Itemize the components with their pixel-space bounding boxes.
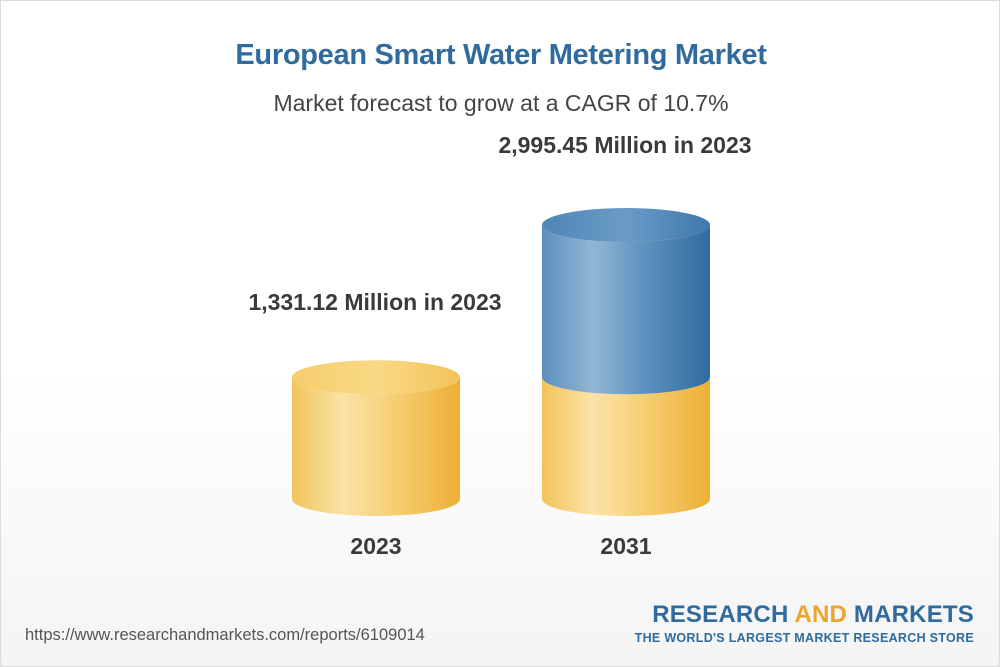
- bar-base-segment-2031: [542, 377, 710, 516]
- source-url[interactable]: https://www.researchandmarkets.com/repor…: [25, 626, 425, 644]
- brand-logo: RESEARCH AND MARKETS THE WORLD'S LARGEST…: [635, 601, 974, 645]
- bar-growth-segment-2031: [542, 225, 710, 395]
- brand-name: RESEARCH AND MARKETS: [652, 601, 974, 628]
- bar-top-2023: [292, 360, 460, 395]
- brand-tagline: THE WORLD'S LARGEST MARKET RESEARCH STOR…: [634, 631, 974, 645]
- value-label-2023: 1,331.12 Million in 2023: [248, 289, 502, 315]
- bar-top-2031: [542, 208, 710, 242]
- chart-title: European Smart Water Metering Market: [235, 39, 767, 71]
- chart-subtitle: Market forecast to grow at a CAGR of 10.…: [273, 90, 729, 116]
- category-label-2023: 2023: [350, 533, 402, 559]
- bar-body-2023: [292, 377, 460, 516]
- category-label-2031: 2031: [600, 533, 652, 559]
- value-label-2031: 2,995.45 Million in 2023: [498, 132, 752, 158]
